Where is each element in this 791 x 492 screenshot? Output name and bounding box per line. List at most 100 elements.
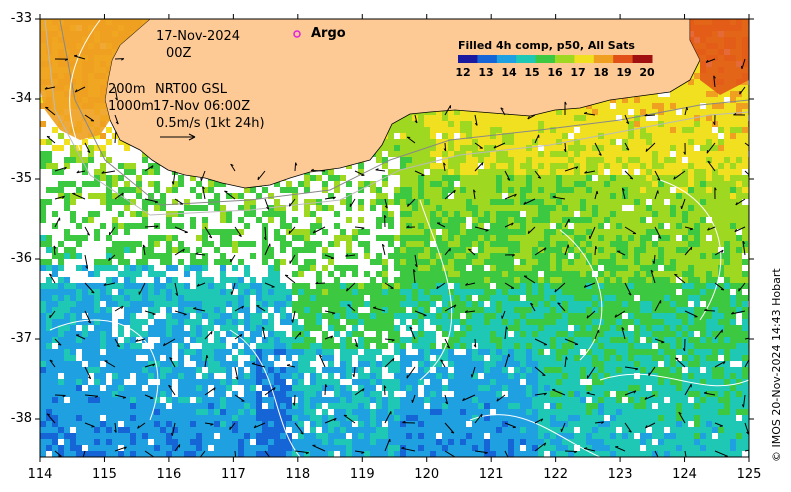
current-arrow [496,394,506,402]
current-arrow [615,446,626,452]
current-arrow [343,414,356,424]
current-arrow [174,310,187,315]
current-arrow-head [583,111,588,114]
legend-color-segment [613,55,634,63]
current-arrow-head [465,282,469,286]
current-arrow-head [240,334,243,338]
current-arrow-head [409,326,413,330]
current-arrow [195,253,206,256]
current-arrow [234,366,239,380]
current-arrow-head [413,269,416,273]
current-arrow-head [355,344,358,348]
current-arrow-head [124,446,127,450]
current-arrow-head [674,273,678,276]
current-arrow-head [707,160,711,163]
lat-tick-label: -37 [10,331,32,346]
current-arrow [234,305,244,312]
sea-level-contour [469,414,601,457]
current-arrow-head [586,391,590,394]
current-arrow-head [445,401,448,405]
current-arrow [44,86,56,90]
legend-tick-label: 18 [593,66,609,79]
current-arrow [172,170,176,185]
current-arrow [413,269,416,284]
legend-color-segment [555,55,575,63]
current-arrow [714,450,728,457]
current-arrow-head [740,65,743,69]
current-arrow [552,389,566,396]
current-arrow [645,142,656,152]
current-arrow-head [291,319,294,323]
sea-level-contour [419,199,453,381]
current-arrow [493,142,506,149]
current-arrow-head [58,343,62,346]
current-arrow-head [657,178,661,181]
current-arrow-head [540,418,544,422]
current-arrow-head [251,362,255,365]
current-arrow [624,226,637,235]
current-arrow [523,275,536,284]
current-arrow [703,392,716,396]
current-arrow-head [162,342,166,347]
current-arrow-head [230,163,234,167]
current-arrow-head [361,227,365,230]
current-arrow [504,170,511,181]
current-arrow [414,254,418,267]
current-arrow [684,107,688,116]
current-arrow-head [384,214,387,219]
current-arrow [474,162,484,172]
current-arrow-head [206,355,209,359]
current-arrow [534,170,542,179]
current-arrow-head [644,113,648,117]
current-arrow-head [414,264,418,268]
current-arrow [384,358,395,368]
current-arrow-head [712,121,716,126]
current-arrow [354,338,359,348]
current-arrow [284,274,296,284]
current-arrow [653,254,656,264]
current-arrow [654,190,659,200]
current-arrow [684,246,693,256]
current-arrow [114,114,119,125]
lon-tick-label: 125 [736,467,762,482]
date-label: 17-Nov-2024 [156,29,241,44]
current-arrow-head [169,357,173,360]
current-arrow-head [46,135,51,138]
lon-tick-label: 116 [156,467,182,482]
current-arrow-head [257,176,260,180]
current-arrow-head [453,189,456,194]
current-arrow [713,75,716,88]
current-arrow-head [554,289,557,293]
current-arrow [135,338,146,343]
current-arrow-head [628,430,632,433]
current-arrow-head [402,420,406,424]
current-arrow [202,186,206,200]
current-arrow-head [213,387,216,391]
current-arrow-head [95,395,99,398]
current-arrow [84,254,89,269]
map-frame [39,18,750,458]
current-arrow-head [305,452,309,455]
legend-color-segment [574,55,595,63]
lon-tick-label: 120 [414,467,440,482]
current-arrow [742,394,746,408]
contour-200m [59,19,749,206]
current-arrow-head [103,283,107,286]
current-arrow [707,226,716,231]
warm-sst-patch [40,19,150,140]
current-arrow-head [295,162,298,166]
current-arrow [584,282,596,288]
current-arrow [462,394,476,402]
contour-1000-label: 1000m [108,99,154,114]
current-arrow-head [196,283,200,287]
current-arrow-head [731,311,734,315]
current-arrow [714,422,723,427]
current-arrow [289,198,296,207]
current-arrow [504,353,510,368]
current-arrow [654,300,662,312]
current-arrow-head [230,291,233,295]
current-arrow-head [332,312,336,315]
current-arrow-head [411,399,413,403]
current-arrow-head [645,148,648,152]
